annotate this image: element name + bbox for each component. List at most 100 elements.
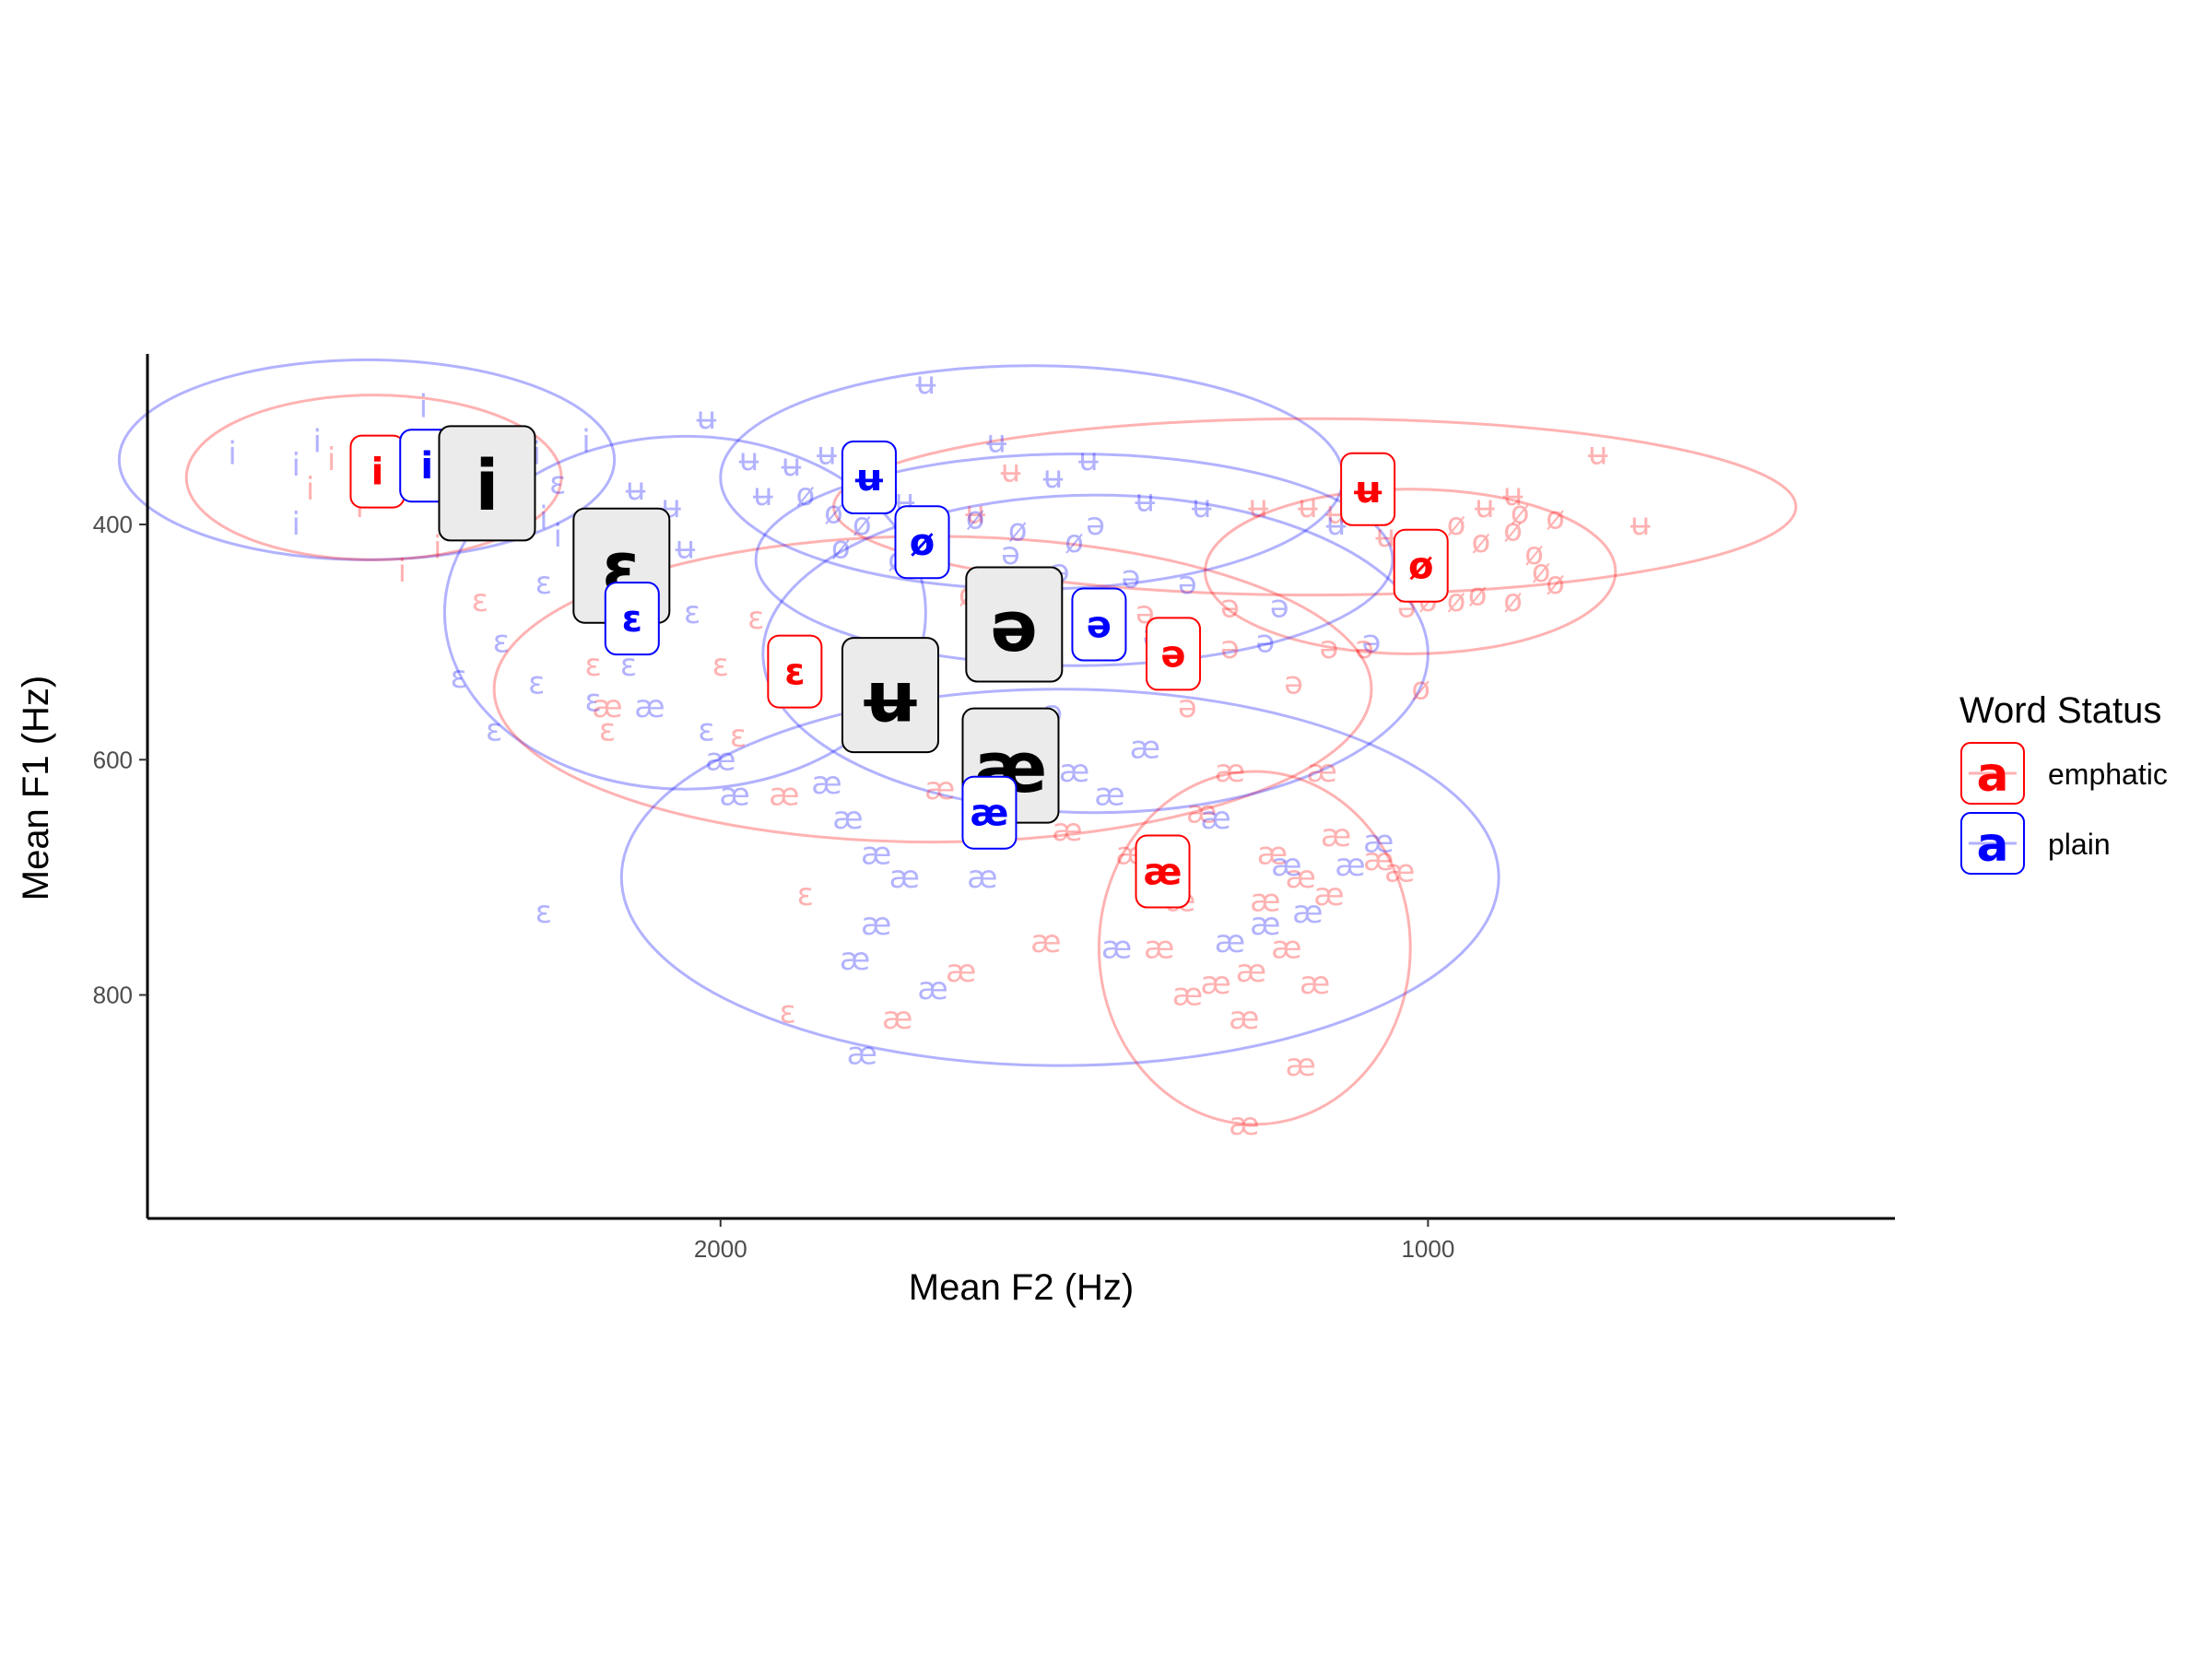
- token-label: ø: [1472, 524, 1491, 560]
- y-tick-label: 600: [93, 746, 133, 773]
- token-label: ʉ: [817, 435, 837, 472]
- mean-plain-o-slash: ø: [894, 505, 950, 580]
- token-label: ø: [1447, 506, 1466, 543]
- token-label: ʉ: [1475, 488, 1495, 525]
- mean-label-text: ɛ: [622, 598, 642, 641]
- mean-label-text: ʉ: [858, 656, 923, 738]
- ellipse-emphatic-o-slash: [1204, 488, 1618, 655]
- ellipse-emphatic-i: [184, 394, 563, 561]
- token-label: æ: [1271, 929, 1301, 966]
- ellipse-emphatic-barred-u: [832, 417, 1798, 597]
- token-label: ə: [1178, 688, 1197, 725]
- token-label: æ: [1286, 1047, 1316, 1084]
- token-label: ø: [1468, 577, 1488, 614]
- legend-title: Word Status: [1959, 690, 2161, 731]
- mean-label-text: i: [371, 452, 384, 494]
- token-label: æ: [1172, 977, 1203, 1014]
- legend-label-plain: plain: [2048, 828, 2111, 861]
- x-axis-title: Mean F2 (Hz): [909, 1267, 1135, 1308]
- token-label: æ: [840, 941, 870, 978]
- mean-label-text: æ: [970, 793, 1008, 835]
- token-label: ə: [1086, 506, 1105, 543]
- token-label: ə: [1178, 565, 1197, 602]
- token-label: ø: [1524, 535, 1544, 572]
- token-label: ø: [1008, 512, 1028, 548]
- token-label: ø: [1532, 553, 1551, 590]
- token-label: æ: [832, 800, 863, 837]
- token-label: ɛ: [528, 665, 545, 701]
- mean-emphatic-barred-u: ʉ: [1340, 452, 1396, 526]
- token-label: i: [306, 471, 314, 508]
- token-label: ɛ: [599, 712, 616, 748]
- token-label: æ: [1236, 953, 1266, 990]
- y-axis-title: Mean F1 (Hz): [16, 676, 56, 901]
- ellipse-plain-o-slash: [754, 452, 1394, 667]
- token-label: æ: [946, 953, 976, 990]
- token-label: ʉ: [626, 471, 646, 508]
- mean-label-box: [894, 505, 950, 580]
- token-label: ø: [1447, 582, 1466, 619]
- legend-key-emphatic: [1960, 742, 2025, 805]
- token-label: æ: [1215, 753, 1245, 790]
- token-label: ɛ: [584, 647, 601, 684]
- token-label: æ: [1229, 1000, 1259, 1037]
- token-label: ə: [1270, 588, 1289, 625]
- mean-label-text: ɛ: [784, 652, 805, 694]
- mean-label-box: [604, 582, 660, 656]
- token-label: ʉ: [1001, 453, 1021, 490]
- legend: Word Status a emphatic a plain: [1959, 690, 2168, 875]
- token-label: i: [291, 506, 300, 543]
- token-label: ø: [1503, 512, 1523, 548]
- token-label: æ: [924, 771, 955, 807]
- token-label: ə: [1220, 588, 1240, 625]
- token-labels: iiiiiiiiiiiiiiiiiiɛɛɛɛɛɛɛɛɛɛɛɛɛɛɛɛɛɛɛʉʉʉ…: [228, 365, 1650, 1143]
- token-label: ʉ: [1043, 459, 1064, 496]
- token-label: ø: [1546, 565, 1565, 602]
- token-label: æ: [592, 688, 622, 725]
- token-label: æ: [1363, 824, 1394, 861]
- token-label: æ: [1250, 882, 1280, 919]
- token-label: ø: [1546, 500, 1565, 537]
- ellipse-plain-i: [117, 358, 617, 561]
- token-label: ø: [1065, 524, 1084, 560]
- mean-plain-epsilon: ɛ: [604, 582, 660, 656]
- token-label: æ: [1321, 818, 1351, 854]
- token-label: æ: [1130, 730, 1160, 767]
- confidence-ellipses: [117, 358, 1798, 1126]
- token-label: i: [313, 424, 322, 461]
- token-label: ʉ: [739, 441, 759, 478]
- token-label: æ: [967, 859, 997, 896]
- mean-label-box: [965, 566, 1064, 683]
- token-label: ə: [1220, 629, 1240, 666]
- token-label: ø: [1411, 671, 1430, 708]
- mean-overall-schwa: ə: [965, 566, 1064, 683]
- mean-label-box: [841, 441, 897, 514]
- x-tick-label: 2000: [694, 1235, 747, 1263]
- token-label: ə: [1255, 624, 1275, 661]
- mean-emphatic-schwa: ə: [1146, 617, 1202, 691]
- token-label: æ: [1313, 877, 1344, 913]
- token-label: æ: [1200, 965, 1230, 1002]
- token-label: i: [228, 435, 236, 472]
- token-label: æ: [705, 741, 735, 778]
- token-label: æ: [1186, 794, 1217, 831]
- token-label: æ: [769, 777, 799, 814]
- token-label: æ: [889, 859, 920, 896]
- token-label: ʉ: [1192, 488, 1212, 525]
- token-label: ɛ: [712, 647, 729, 684]
- y-tick-label: 400: [93, 511, 133, 538]
- mean-label-box: [1146, 617, 1202, 691]
- token-label: ɛ: [549, 465, 566, 501]
- token-label: i: [532, 435, 540, 472]
- token-label: i: [582, 424, 590, 461]
- token-label: æ: [847, 1035, 877, 1072]
- token-label: ɛ: [747, 600, 764, 637]
- mean-emphatic-i: i: [349, 434, 406, 509]
- token-label: i: [433, 530, 441, 567]
- token-label: ə: [1001, 535, 1020, 572]
- legend-glyph-plain: a: [1976, 818, 2008, 873]
- token-label: ʉ: [1078, 441, 1099, 478]
- token-label: ø: [795, 477, 815, 513]
- mean-label-box: [1135, 834, 1191, 909]
